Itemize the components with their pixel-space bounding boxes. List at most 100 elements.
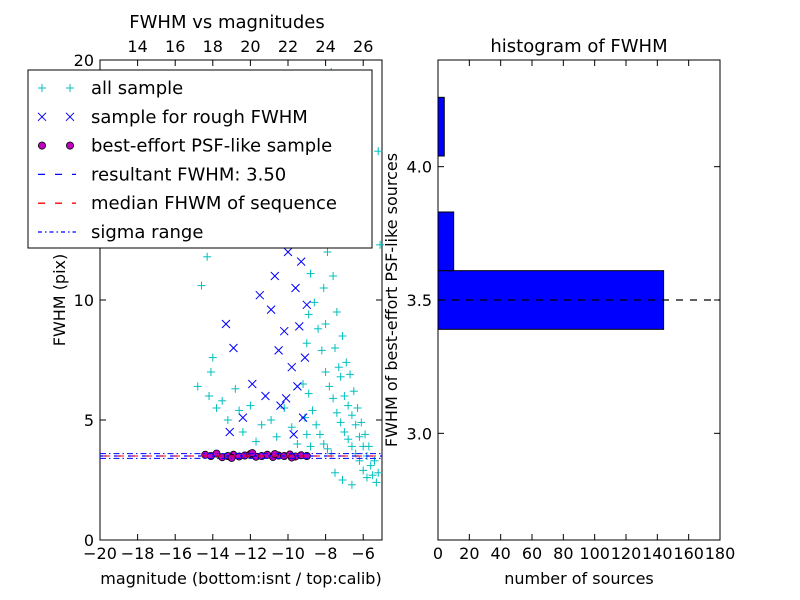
data-point	[203, 252, 212, 261]
legend-entry: sigma range	[38, 222, 203, 243]
scatter-title: FWHM vs magnitudes	[129, 12, 324, 33]
data-point	[218, 396, 227, 405]
legend-entry: median FHWM of sequence	[38, 193, 337, 214]
x-tick-label: 140	[642, 544, 673, 563]
data-point	[255, 290, 265, 300]
top-tick-label: 18	[203, 37, 223, 56]
scatter-y-label: FWHM (pix)	[50, 254, 69, 347]
data-point	[346, 370, 355, 379]
data-point	[306, 442, 315, 451]
data-point	[329, 394, 338, 403]
data-point	[280, 404, 289, 412]
legend-label: sigma range	[91, 222, 203, 243]
data-point	[283, 247, 293, 257]
data-point	[374, 147, 383, 156]
data-point	[338, 332, 347, 340]
x-tick-label: 120	[611, 544, 642, 563]
data-point	[276, 401, 285, 410]
data-point	[281, 394, 291, 403]
y-tick-label: 3.5	[407, 291, 432, 310]
data-point	[293, 440, 302, 448]
x-tick-label: 180	[705, 544, 736, 563]
data-point	[321, 368, 330, 376]
data-point	[302, 430, 311, 439]
legend-label: median FHWM of sequence	[91, 193, 337, 214]
data-point	[319, 440, 328, 448]
data-point	[314, 324, 323, 333]
data-point	[223, 416, 232, 424]
histogram-panel: 0 20 40 60 80 100 120 140 160 180 3.0 3.5 4.0 histo…	[382, 36, 735, 588]
data-point	[374, 468, 383, 477]
data-point	[310, 298, 319, 307]
data-point	[235, 406, 244, 415]
data-point	[300, 353, 310, 362]
data-point	[347, 411, 356, 420]
x-tick-label: 100	[579, 544, 610, 563]
x-tick-label: −16	[158, 544, 192, 563]
scatter-x-ticks: −20 −18 −16 −14 −12 −10 −8 −6	[83, 60, 375, 563]
x-tick-label: 0	[433, 544, 443, 563]
data-point	[332, 308, 341, 316]
y-tick-label: 0	[84, 531, 94, 550]
legend-entry: resultant FWHM: 3.50	[38, 164, 286, 185]
legend-entries: all sample sample for rough FWHM best-effo…	[37, 78, 337, 243]
x-tick-label: 160	[673, 544, 704, 563]
y-tick-label: 5	[84, 411, 94, 430]
data-point	[372, 478, 381, 487]
data-point	[319, 284, 328, 292]
legend-label: sample for rough FWHM	[91, 107, 308, 128]
data-point	[261, 391, 270, 401]
data-point	[231, 384, 240, 393]
data-point	[334, 363, 343, 372]
scatter-top-ticks: 14 16 18 20 22 24 26	[127, 37, 373, 56]
histogram-y-label: FWHM of best-effort PSF-like sources	[382, 153, 401, 447]
data-point	[306, 269, 315, 278]
scatter-reference-lines	[100, 453, 382, 459]
data-point	[338, 476, 347, 484]
data-point	[205, 392, 214, 400]
data-point	[364, 442, 373, 451]
data-point	[323, 444, 332, 453]
data-point	[355, 432, 364, 441]
x-tick-label: 20	[459, 544, 479, 563]
data-point	[193, 382, 202, 391]
data-point	[351, 420, 360, 429]
data-point	[340, 428, 349, 436]
data-point	[287, 362, 297, 372]
data-point	[247, 379, 257, 389]
scatter-x-label: magnitude (bottom:isnt / top:calib)	[100, 569, 381, 588]
data-point	[340, 392, 349, 400]
data-point	[366, 461, 375, 470]
x-tick-label: 40	[490, 544, 510, 563]
data-point	[270, 271, 280, 281]
y-tick-label: 10	[74, 291, 94, 310]
scatter-y-ticks: 0 5 10 20	[74, 51, 382, 550]
top-tick-label: 24	[315, 37, 335, 56]
histogram-x-ticks: 0 20 40 60 80 100 120 140 160 180	[433, 60, 735, 563]
legend-entry: best-effort PSF-like sample	[38, 136, 332, 157]
data-point	[206, 368, 215, 376]
data-point	[308, 406, 317, 415]
top-tick-label: 26	[353, 37, 373, 56]
top-tick-label: 16	[165, 37, 185, 56]
data-point	[315, 430, 324, 439]
data-point	[336, 372, 345, 381]
x-tick-label: −20	[83, 544, 117, 563]
data-point	[312, 420, 321, 429]
y-tick-label: 4.0	[407, 158, 432, 177]
x-tick-label: −12	[234, 544, 268, 563]
histogram-bar	[437, 211, 455, 272]
histogram-y-ticks: 3.0 3.5 4.0	[407, 158, 720, 443]
data-point	[294, 322, 304, 331]
x-tick-label: 80	[553, 544, 573, 563]
data-point	[323, 248, 332, 256]
data-point	[238, 413, 248, 422]
data-point	[368, 471, 377, 480]
legend-marker	[38, 141, 47, 150]
data-point	[279, 326, 289, 336]
data-point	[287, 423, 296, 432]
data-point	[376, 240, 385, 249]
data-point	[332, 408, 341, 417]
histogram-bar	[437, 96, 445, 157]
